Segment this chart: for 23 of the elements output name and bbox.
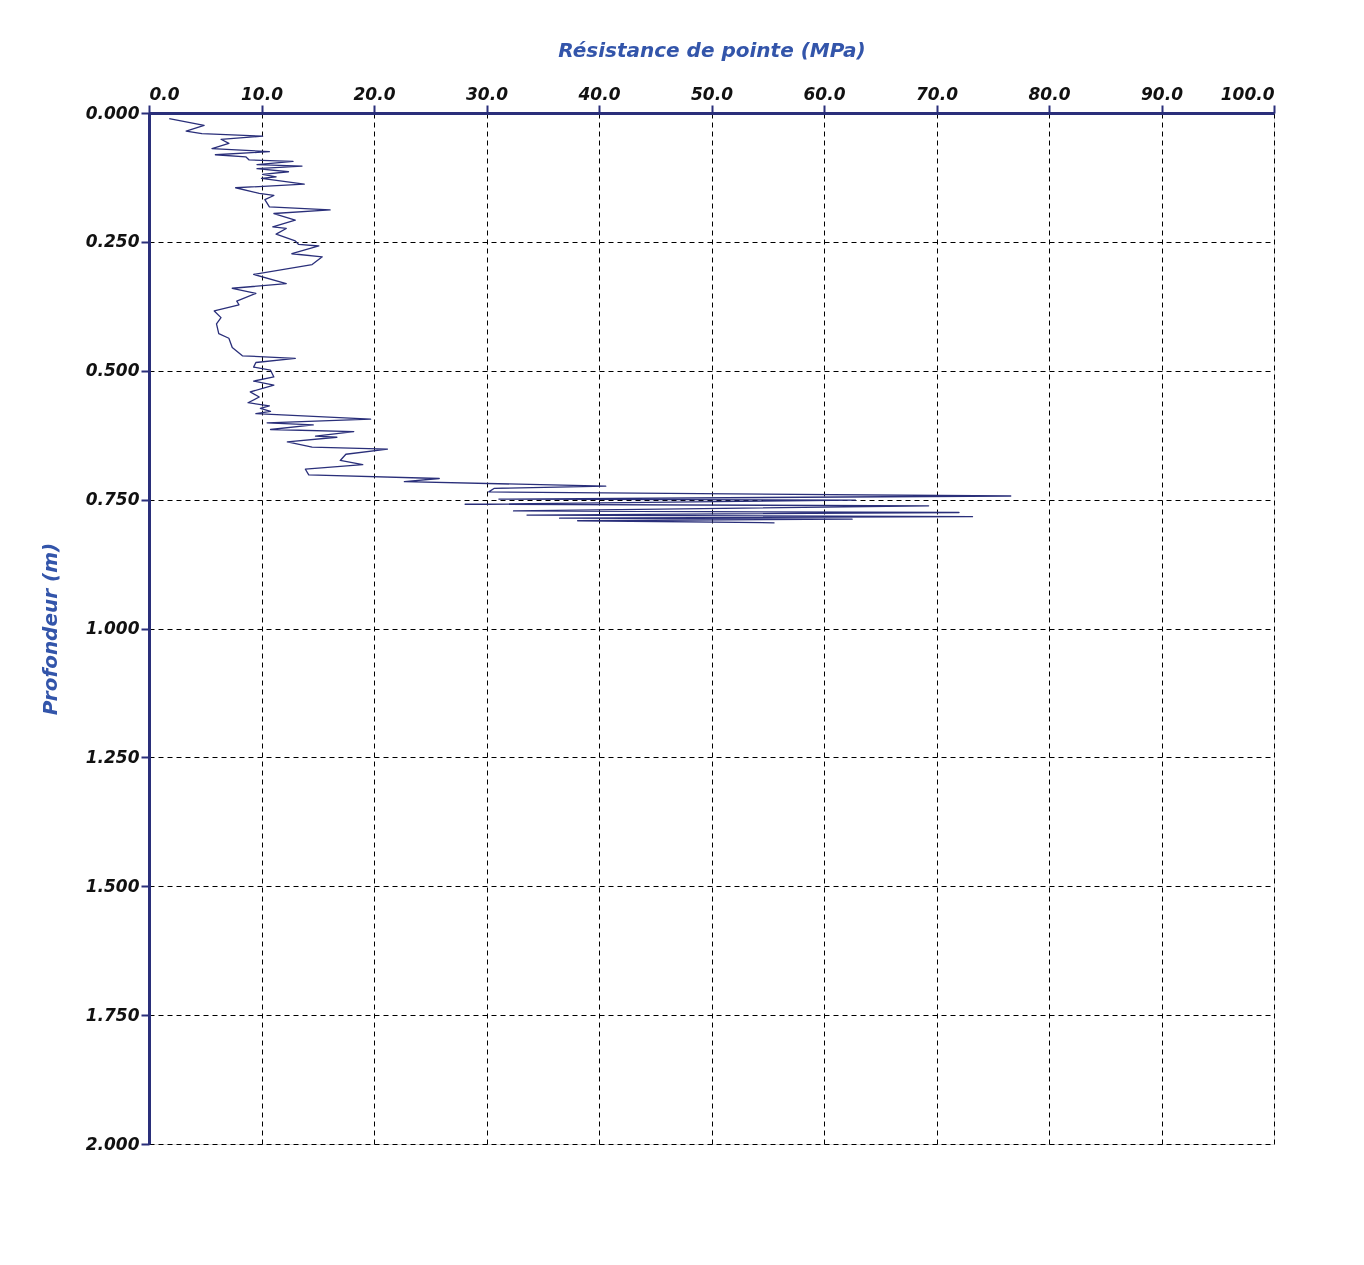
x-tick-label: 0.0 [149, 83, 180, 104]
x-axis-title: Résistance de pointe (MPa) [558, 37, 866, 62]
x-tick-label: 20.0 [353, 83, 396, 104]
y-tick-label: 1.250 [85, 746, 140, 767]
y-tick-label: 0.500 [85, 360, 140, 381]
y-axis-title: Profondeur (m) [37, 542, 62, 716]
x-tick-label: 60.0 [803, 83, 846, 104]
y-tick-label: 1.500 [85, 875, 140, 896]
x-tick-label: 50.0 [691, 83, 734, 104]
y-tick-label: 0.250 [85, 231, 140, 252]
y-tick-label: 0.000 [85, 102, 140, 123]
x-tick-label: 100.0 [1220, 83, 1275, 104]
x-tick-label: 10.0 [241, 83, 284, 104]
x-tick-label: 40.0 [577, 83, 621, 104]
x-tick-label: 30.0 [466, 83, 509, 104]
line-series [168, 118, 1012, 524]
y-tick-label: 0.750 [85, 489, 140, 510]
x-tick-label: 90.0 [1141, 83, 1184, 104]
y-tick-label: 1.750 [85, 1004, 140, 1025]
x-tick-label: 80.0 [1028, 83, 1071, 104]
y-tick-label: 1.000 [85, 618, 140, 638]
y-tick-label: 2.000 [85, 1133, 140, 1154]
x-tick-label: 70.0 [916, 83, 959, 104]
